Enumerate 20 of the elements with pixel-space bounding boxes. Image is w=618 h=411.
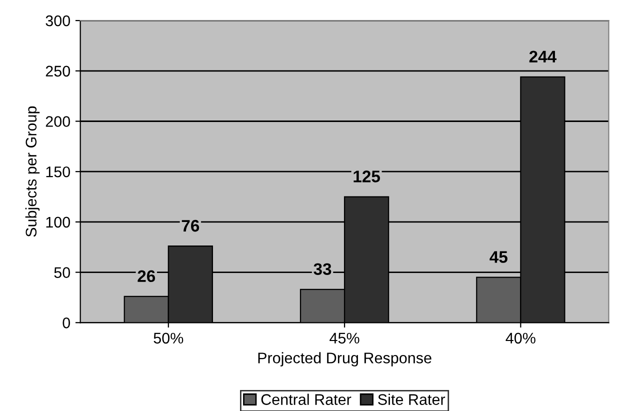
data-label: 244 <box>529 50 556 62</box>
data-label: 33 <box>314 263 332 276</box>
y-tick-label: 150 <box>46 166 70 178</box>
x-axis-title: Projected Drug Response <box>258 352 432 366</box>
y-tick-label: 200 <box>46 116 70 127</box>
y-tick-label: 0 <box>62 318 70 328</box>
data-label: 125 <box>354 170 380 182</box>
legend-label: Central Rater <box>261 394 352 405</box>
x-tick-label: 45% <box>330 332 360 344</box>
y-axis-title: Subjects per Group <box>25 106 40 237</box>
legend-label: Site Rater <box>378 394 446 405</box>
y-tick-label: 100 <box>46 216 70 228</box>
y-tick-label: 300 <box>46 15 70 26</box>
data-label: 26 <box>138 270 156 282</box>
y-tick-label: 50 <box>54 267 70 278</box>
y-tick-label: 250 <box>46 66 70 77</box>
data-label: 76 <box>182 220 200 232</box>
data-label: 45 <box>490 251 508 263</box>
x-tick-label: 40% <box>506 332 536 344</box>
x-tick-label: 50% <box>154 332 184 344</box>
